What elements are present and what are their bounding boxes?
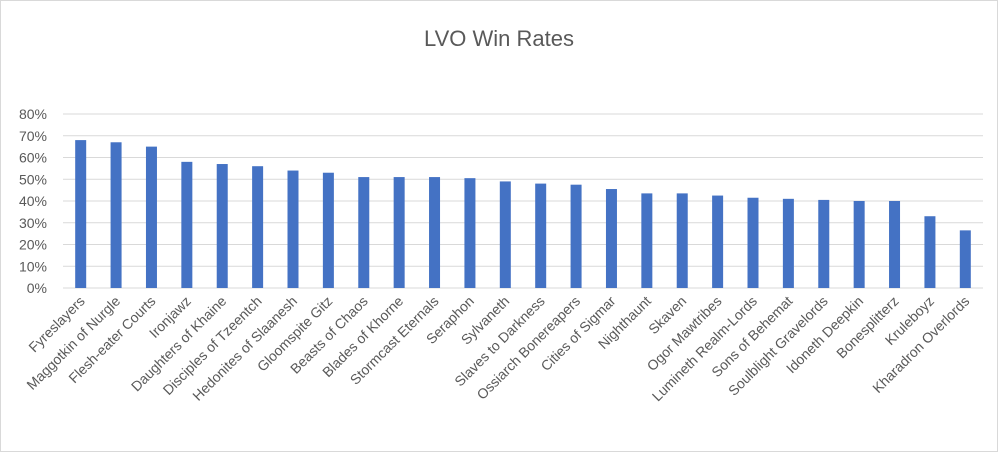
y-tick-label: 60% xyxy=(19,150,47,166)
bar xyxy=(605,189,617,288)
gridlines xyxy=(63,113,983,289)
y-axis-ticks: 0% 10% 20% 30% 40% 50% 60% 70% 80% xyxy=(19,106,47,296)
bar xyxy=(287,170,299,288)
y-tick-label: 10% xyxy=(19,258,47,274)
bar xyxy=(535,183,547,288)
bar xyxy=(499,181,511,288)
bar xyxy=(924,216,936,288)
bar xyxy=(712,195,724,288)
y-tick-label: 0% xyxy=(27,280,47,296)
y-tick-label: 50% xyxy=(19,171,47,187)
y-tick-label: 20% xyxy=(19,237,47,253)
bar xyxy=(75,140,87,288)
bar xyxy=(393,177,405,288)
bar xyxy=(429,177,441,288)
bar xyxy=(145,146,157,288)
bars xyxy=(75,140,971,288)
bar xyxy=(358,177,370,288)
bar xyxy=(959,230,971,288)
bar xyxy=(216,164,228,288)
bar xyxy=(252,166,264,288)
bar xyxy=(570,184,582,288)
bar xyxy=(464,178,476,288)
y-tick-label: 80% xyxy=(19,106,47,122)
y-tick-label: 70% xyxy=(19,128,47,144)
bar xyxy=(181,161,193,288)
bar xyxy=(853,201,865,288)
bar xyxy=(889,201,901,288)
bar xyxy=(641,193,653,288)
chart-title: LVO Win Rates xyxy=(424,26,574,51)
bar xyxy=(322,172,334,288)
bar xyxy=(818,199,830,288)
bar xyxy=(747,197,759,288)
bar xyxy=(782,198,794,288)
y-tick-label: 40% xyxy=(19,193,47,209)
y-tick-label: 30% xyxy=(19,215,47,231)
bar xyxy=(110,142,122,288)
bar xyxy=(676,193,688,288)
